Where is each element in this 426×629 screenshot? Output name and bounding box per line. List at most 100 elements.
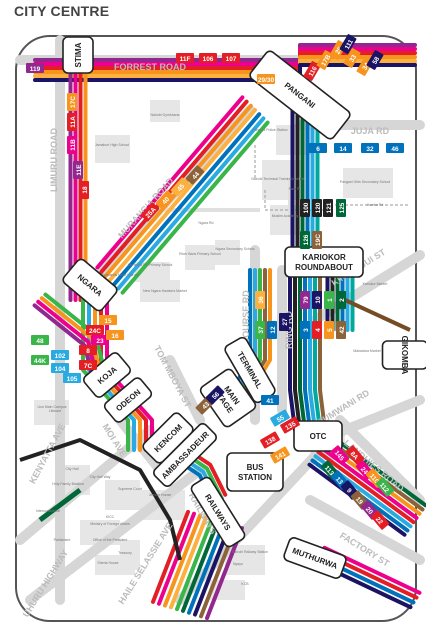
- route-tag-bg-13: [67, 113, 77, 131]
- route-tag-label-21: 100: [303, 202, 310, 213]
- landmark-9: Ngara Secondary School: [216, 247, 255, 251]
- route-tag-bg-35: [63, 373, 81, 383]
- route-tag-bg-57: [270, 409, 290, 427]
- route-tag-bg-65: [375, 477, 395, 497]
- route-tag-51: 4: [312, 321, 322, 339]
- route-tag-bg-6: [316, 50, 334, 70]
- landmark-10: River Bank Primary School: [179, 252, 221, 256]
- route-tag-label-51: 4: [315, 328, 322, 332]
- route-tag-bg-1: [176, 53, 194, 63]
- route-tag-bg-29: [170, 177, 190, 197]
- route-tag-label-9: 34: [361, 62, 371, 72]
- landmark-20: City Hall Way: [90, 475, 111, 479]
- line-ring-4: [308, 268, 317, 432]
- route-tag-10: 111: [339, 34, 357, 54]
- city-block-7: [215, 240, 240, 265]
- stop-stima[interactable]: STIMA: [62, 36, 94, 74]
- city-block-16: [120, 540, 140, 570]
- route-tag-label-53: 42: [339, 326, 346, 334]
- street-12: [335, 415, 425, 505]
- route-tag-label-30: 44: [191, 171, 201, 181]
- stop-koja[interactable]: KOJA: [82, 351, 132, 399]
- route-tag-62: 8A: [345, 445, 365, 465]
- landmark-12: Parklands Hotel Nairobi: [102, 273, 139, 277]
- route-tag-label-71: 22: [374, 516, 384, 526]
- route-tag-bg-71: [370, 510, 390, 530]
- route-tag-50: 3: [300, 321, 310, 339]
- landmark-31: Nyayo: [233, 562, 243, 566]
- route-tag-label-18: 14: [339, 146, 347, 153]
- route-tag-bg-28: [155, 190, 175, 210]
- landmark-14: Uon Main Campus: [38, 405, 67, 409]
- route-tag-23: 121: [323, 199, 333, 217]
- route-tag-bg-22: [312, 199, 322, 217]
- route-tag-bg-27: [140, 202, 160, 222]
- route-tag-label-36: 8: [86, 348, 90, 355]
- landmark-19: Holy Family Basilica: [52, 482, 83, 486]
- stop-otc[interactable]: OTC: [293, 420, 343, 452]
- route-tag-bg-37: [79, 360, 97, 370]
- route-tag-label-2: 106: [203, 56, 214, 63]
- route-tag-16: 18: [79, 181, 89, 199]
- route-tag-label-1: 11F: [180, 56, 191, 63]
- route-tag-label-52: 5: [327, 328, 334, 332]
- stop-gikomba[interactable]: GIKOMBA: [381, 336, 426, 375]
- route-tag-label-48: 1: [327, 298, 334, 302]
- landmark-29: Sheria House: [97, 561, 118, 565]
- route-tag-55: 56: [205, 385, 225, 405]
- city-block-1: [150, 100, 180, 122]
- route-tag-bg-14: [67, 136, 77, 154]
- stop-box-odeon: [103, 377, 153, 423]
- route-tag-label-39: 23: [96, 338, 104, 345]
- route-tag-17: 6: [309, 143, 327, 153]
- line-muranga-4: [112, 112, 262, 287]
- stop-box-gikomba: [381, 340, 426, 370]
- route-tag-label-29: 45: [176, 183, 186, 193]
- route-tag-label-19: 32: [366, 146, 374, 153]
- route-tag-bg-8: [343, 48, 361, 68]
- route-tag-45: 27: [279, 313, 289, 331]
- route-tag-label-67: 13: [334, 476, 344, 486]
- route-tag-33: 102: [51, 350, 69, 360]
- route-tag-label-5: 116: [308, 65, 319, 78]
- route-tag-0: 119: [26, 63, 44, 73]
- stop-ngara[interactable]: NGARA: [61, 257, 119, 312]
- route-tag-bg-30: [185, 165, 205, 185]
- landmark-21: Supreme Court: [118, 487, 142, 491]
- route-tag-36: 8: [79, 345, 97, 355]
- route-tag-label-60: 141: [274, 450, 287, 462]
- line-black-kenyatta: [19, 438, 182, 561]
- route-tag-8: 33: [343, 48, 361, 68]
- route-tag-bg-38: [86, 325, 104, 335]
- stop-label-gikomba: GIKOMBA: [400, 336, 409, 375]
- route-tag-label-3: 107: [226, 56, 237, 63]
- route-tag-label-47: 10: [315, 296, 322, 304]
- route-tag-19: 32: [361, 143, 379, 153]
- stop-muthurwa[interactable]: MUTHURWA: [283, 536, 348, 579]
- landmark-18: City Hall: [65, 467, 78, 471]
- route-tag-39: 23: [91, 335, 109, 345]
- route-tag-label-25: 126: [303, 234, 310, 245]
- line-gikomba: [344, 298, 411, 332]
- route-tag-bg-26: [312, 231, 322, 249]
- line-muranga-0: [95, 95, 245, 270]
- route-tag-label-24: 125: [339, 202, 346, 213]
- route-tag-bg-36: [79, 345, 97, 355]
- landmark-25: Ministry of Foreign Affairs: [90, 522, 130, 526]
- route-tag-14: 11B: [67, 136, 77, 154]
- route-tag-71: 22: [370, 510, 390, 530]
- route-tag-32: 44K: [31, 355, 49, 365]
- route-tag-bg-40: [99, 315, 117, 325]
- route-tag-bg-45: [279, 313, 289, 331]
- route-tag-15: 11E: [73, 161, 83, 179]
- route-tag-20: 46: [386, 143, 404, 153]
- stop-label-kariokor-1: KARIOKOR: [302, 253, 346, 262]
- stop-box-kariokor: [284, 246, 364, 278]
- route-tag-bg-47: [312, 291, 322, 309]
- route-tag-25: 126: [300, 231, 310, 249]
- route-tag-label-16: 18: [82, 186, 89, 194]
- landmark-22: Jeevan House: [149, 493, 171, 497]
- stop-pangani[interactable]: PANGANI: [248, 49, 352, 140]
